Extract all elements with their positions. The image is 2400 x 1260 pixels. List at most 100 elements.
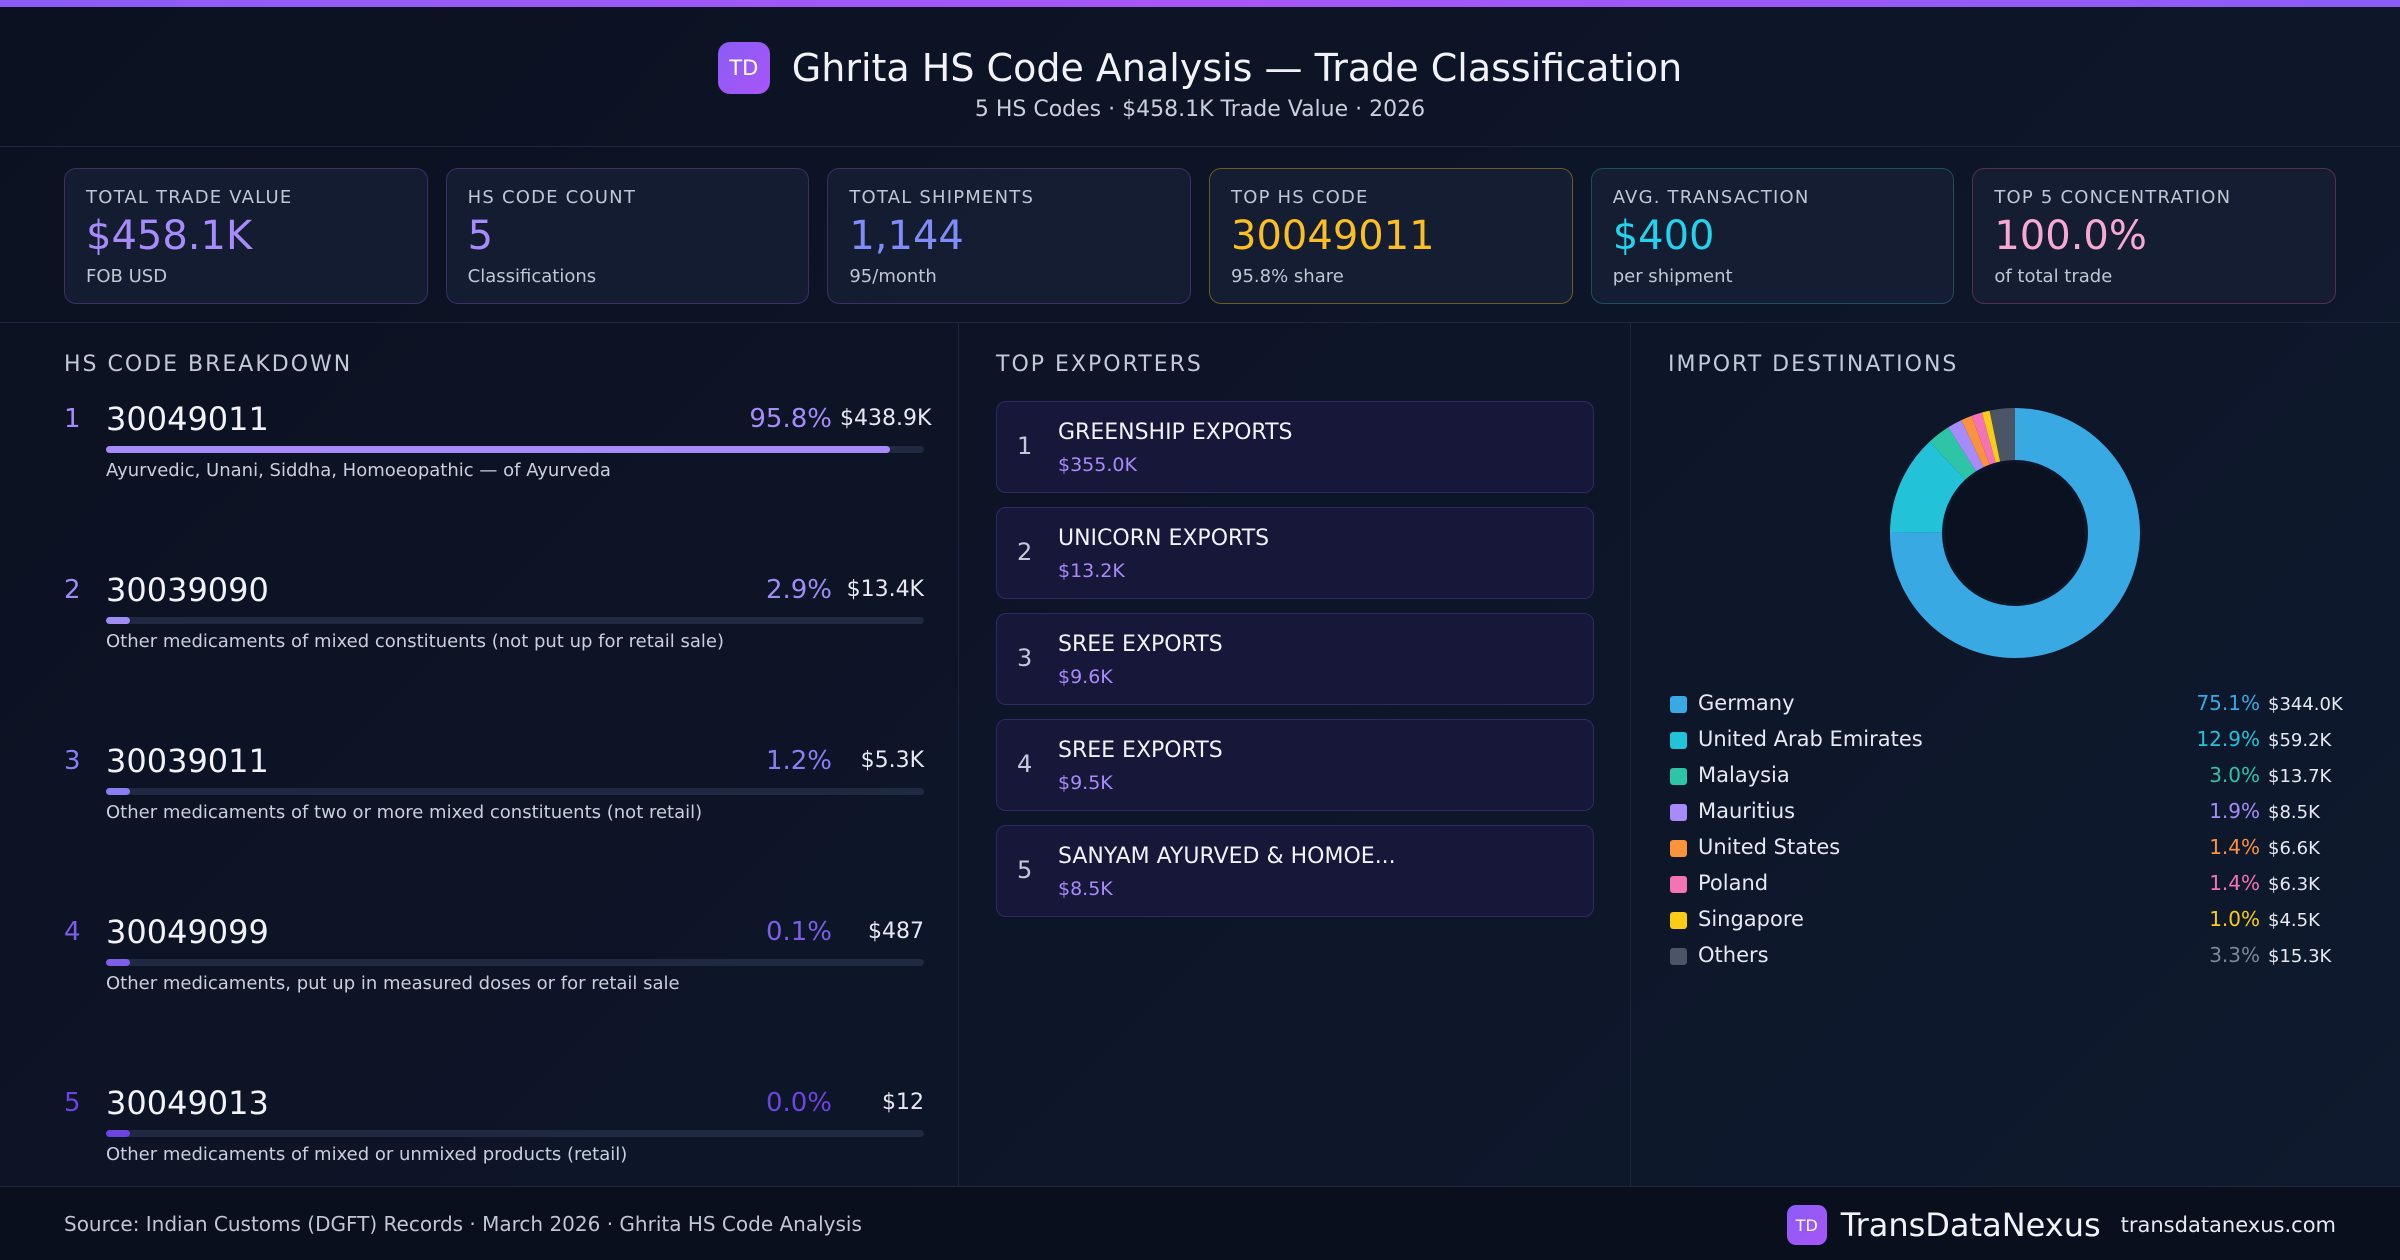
kpi-label: AVG. TRANSACTION <box>1612 187 1810 208</box>
brand-url-link[interactable]: transdatanexus.com <box>2120 1213 2336 1237</box>
hs-share: 2.9% <box>765 575 832 605</box>
column-divider <box>1630 322 1631 1186</box>
exporter-card[interactable]: 1 GREENSHIP EXPORTS $355.0K <box>996 401 1594 493</box>
legend-swatch <box>1670 768 1687 785</box>
legend-share: 1.4% <box>2209 871 2260 895</box>
legend-country: Singapore <box>1698 907 1804 931</box>
exporter-name: SREE EXPORTS <box>1058 632 1223 657</box>
page-subtitle: 5 HS Codes · $458.1K Trade Value · 2026 <box>974 97 1426 122</box>
kpi-value: $400 <box>1612 213 1715 259</box>
hs-code: 30049011 <box>106 400 269 438</box>
logo-badge: TD <box>717 42 770 94</box>
legend-row-malaysia: Malaysia 3.0% $13.7K <box>1668 760 2352 792</box>
hs-share: 1.2% <box>765 746 832 776</box>
hs-share-bar <box>106 617 924 624</box>
legend-row-poland: Poland 1.4% $6.3K <box>1668 868 2352 900</box>
legend-swatch <box>1670 912 1687 929</box>
kpi-value: 1,144 <box>849 213 964 259</box>
hs-code: 30039011 <box>106 742 269 780</box>
legend-value: $8.5K <box>2268 802 2320 823</box>
kpi-card-avg-transaction: AVG. TRANSACTION $400 per shipment <box>1590 168 1955 304</box>
legend-value: $13.7K <box>2268 766 2332 787</box>
kpi-card-top-hs-code: TOP HS CODE 30049011 95.8% share <box>1209 168 1573 304</box>
exporter-value: $9.5K <box>1058 772 1113 794</box>
exporter-card[interactable]: 3 SREE EXPORTS $9.6K <box>996 613 1594 705</box>
legend-share: 75.1% <box>2196 691 2260 715</box>
hs-description: Other medicaments, put up in measured do… <box>106 973 680 994</box>
hs-code-row: 1 30049011 95.8% $438.9K Ayurvedic, Unan… <box>64 352 931 481</box>
section-title: HS CODE BREAKDOWN <box>64 352 353 377</box>
legend-swatch <box>1670 696 1687 713</box>
brand-logo: TD <box>1786 1205 1827 1245</box>
legend-country: United States <box>1698 835 1841 859</box>
destinations-donut-chart <box>1890 408 2140 658</box>
donut-slice-others <box>1890 408 2140 658</box>
accent-bar <box>0 0 2400 7</box>
hs-share-bar <box>106 1130 924 1137</box>
kpi-sub: 95/month <box>849 266 937 287</box>
legend-value: $4.5K <box>2268 910 2320 931</box>
hs-code-row: 4 30049099 0.1% $487 Other medicaments, … <box>64 865 924 994</box>
kpi-row: TOTAL TRADE VALUE $458.1K FOB USD HS COD… <box>64 168 2337 304</box>
top-exporters: TOP EXPORTERS 1 GREENSHIP EXPORTS $355.0… <box>996 352 1594 917</box>
section-title: IMPORT DESTINATIONS <box>1668 352 1959 377</box>
hs-rank: 2 <box>64 575 81 605</box>
exporter-name: SANYAM AYURVED & HOMOE... <box>1058 844 1396 869</box>
hs-share-bar <box>106 446 924 453</box>
brand-name: TransDataNexus <box>1840 1206 2101 1244</box>
legend-swatch <box>1670 948 1687 965</box>
kpi-label: TOTAL SHIPMENTS <box>849 187 1035 208</box>
hs-code-row: 5 30049013 0.0% $12 Other medicaments of… <box>64 1036 924 1165</box>
legend-row-singapore: Singapore 1.0% $4.5K <box>1668 904 2352 936</box>
hs-share-bar-fill <box>106 617 130 624</box>
hs-share-bar-fill <box>106 959 130 966</box>
legend-share: 1.4% <box>2209 835 2260 859</box>
hs-description: Other medicaments of mixed constituents … <box>106 631 725 652</box>
legend-swatch <box>1670 732 1687 749</box>
legend-value: $15.3K <box>2268 946 2332 967</box>
legend-share: 1.0% <box>2209 907 2260 931</box>
exporter-card[interactable]: 2 UNICORN EXPORTS $13.2K <box>996 507 1594 599</box>
section-divider <box>0 322 2400 323</box>
legend-value: $6.3K <box>2268 874 2320 895</box>
page-title: Ghrita HS Code Analysis — Trade Classifi… <box>791 46 1683 90</box>
donut-hole <box>1945 463 2085 603</box>
hs-value: $13.4K <box>846 577 924 602</box>
kpi-value: $458.1K <box>86 213 253 259</box>
kpi-value: 5 <box>467 213 494 259</box>
kpi-sub: FOB USD <box>86 266 168 287</box>
legend-row-uae: United Arab Emirates 12.9% $59.2K <box>1668 724 2352 756</box>
exporter-value: $9.6K <box>1058 666 1113 688</box>
legend-swatch <box>1670 876 1687 893</box>
legend-country: Malaysia <box>1698 763 1790 787</box>
kpi-sub: 95.8% share <box>1231 266 1344 287</box>
brand[interactable]: TD TransDataNexus transdatanexus.com <box>1786 1203 2336 1247</box>
kpi-label: TOTAL TRADE VALUE <box>86 187 293 208</box>
exporter-rank: 1 <box>1017 432 1033 460</box>
exporter-card[interactable]: 5 SANYAM AYURVED & HOMOE... $8.5K <box>996 825 1594 917</box>
exporter-rank: 3 <box>1017 644 1033 672</box>
kpi-label: TOP 5 CONCENTRATION <box>1994 187 2232 208</box>
hs-description: Other medicaments of mixed or unmixed pr… <box>106 1144 628 1165</box>
page-footer: Source: Indian Customs (DGFT) Records · … <box>0 1186 2400 1260</box>
legend-row-others: Others 3.3% $15.3K <box>1668 940 2352 972</box>
kpi-card-hs-code-count: HS CODE COUNT 5 Classifications <box>445 168 810 304</box>
legend-value: $59.2K <box>2268 730 2332 751</box>
legend-row-germany: Germany 75.1% $344.0K <box>1668 688 2352 720</box>
kpi-label: TOP HS CODE <box>1231 187 1369 208</box>
hs-code-breakdown: HS CODE BREAKDOWN 1 30049011 95.8% $438.… <box>64 352 931 1165</box>
legend-swatch <box>1670 840 1687 857</box>
exporter-card[interactable]: 4 SREE EXPORTS $9.5K <box>996 719 1594 811</box>
hs-rank: 3 <box>64 746 81 776</box>
legend-share: 1.9% <box>2209 799 2260 823</box>
hs-value: $487 <box>868 919 924 944</box>
hs-share: 0.1% <box>765 917 832 947</box>
legend-row-united-states: United States 1.4% $6.6K <box>1668 832 2352 864</box>
hs-value: $12 <box>882 1090 924 1115</box>
legend-value: $6.6K <box>2268 838 2320 859</box>
hs-share-bar <box>106 788 924 795</box>
exporter-name: GREENSHIP EXPORTS <box>1058 420 1293 445</box>
legend-share: 3.0% <box>2209 763 2260 787</box>
kpi-sub: Classifications <box>467 266 597 287</box>
hs-share-bar-fill <box>106 1130 130 1137</box>
